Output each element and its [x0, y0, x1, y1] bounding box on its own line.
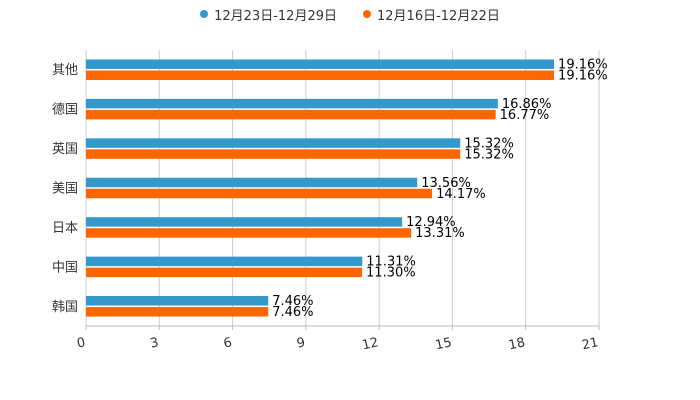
value-label-series-1-5: 11.31% — [366, 255, 416, 270]
value-label-series-2-0: 19.16% — [558, 68, 608, 83]
bar-series-2-3 — [86, 188, 433, 199]
value-label-series-1-0: 19.16% — [558, 57, 608, 72]
bar-series-1-1 — [86, 98, 498, 109]
category-label-3: 美国 — [52, 182, 78, 197]
bar-series-1-4 — [86, 217, 403, 227]
category-label-4: 日本 — [52, 221, 78, 236]
bar-series-2-5 — [86, 267, 363, 278]
legend: 12月23日-12月29日 12月16日-12月22日 — [0, 4, 700, 24]
legend-swatch-series-1 — [200, 10, 209, 18]
value-label-series-2-6: 7.46% — [272, 305, 313, 320]
bar-series-2-4 — [86, 228, 412, 238]
bar-series-1-6 — [86, 296, 269, 306]
x-tick-label-5: 15 — [434, 335, 453, 353]
category-label-5: 中国 — [52, 260, 78, 275]
bar-series-1-2 — [86, 138, 461, 148]
bar-series-2-1 — [86, 109, 496, 120]
x-tick-label-1: 3 — [149, 335, 160, 351]
legend-label-series-2: 12月16日-12月22日 — [377, 8, 500, 24]
x-tick-label-4: 12 — [361, 335, 380, 353]
x-tick-label-0: 0 — [76, 335, 87, 351]
value-label-series-2-4: 13.31% — [415, 226, 465, 241]
bar-series-1-0 — [86, 59, 555, 69]
legend-swatch-series-2 — [363, 10, 371, 18]
x-tick-label-2: 6 — [222, 335, 233, 351]
legend-label-series-1: 12月23日-12月29日 — [214, 8, 337, 24]
x-tick-label-6: 18 — [507, 335, 526, 353]
category-label-6: 韩国 — [52, 300, 78, 315]
legend-item-series-2[interactable]: 12月16日-12月22日 — [363, 4, 500, 24]
category-label-0: 其他 — [52, 63, 78, 78]
bar-series-2-2 — [86, 149, 461, 159]
category-label-1: 德国 — [52, 103, 78, 118]
x-tick-label-3: 9 — [295, 335, 306, 351]
value-label-series-1-3: 13.56% — [421, 176, 471, 191]
x-tick-label-7: 21 — [581, 335, 600, 353]
value-label-series-2-2: 15.32% — [464, 147, 514, 162]
legend-item-series-1[interactable]: 12月23日-12月29日 — [200, 4, 337, 24]
value-label-series-1-2: 15.32% — [464, 136, 514, 151]
value-label-series-2-5: 11.30% — [366, 266, 416, 281]
value-label-series-1-1: 16.86% — [502, 97, 552, 112]
bar-series-1-5 — [86, 256, 363, 267]
value-label-series-1-6: 7.46% — [272, 294, 313, 309]
bar-series-2-0 — [86, 70, 555, 80]
value-label-series-2-3: 14.17% — [436, 187, 486, 202]
category-label-2: 英国 — [52, 142, 78, 157]
bar-series-2-6 — [86, 307, 269, 317]
bar-series-1-3 — [86, 177, 418, 188]
value-label-series-2-1: 16.77% — [500, 108, 550, 123]
value-label-series-1-4: 12.94% — [406, 215, 456, 230]
